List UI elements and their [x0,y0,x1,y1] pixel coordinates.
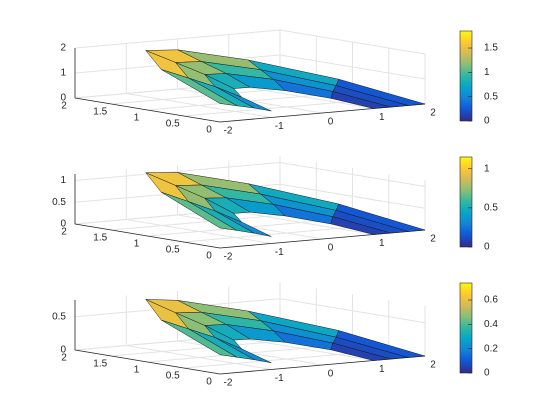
y-tick-label: 0.5 [166,245,180,256]
y-tick-label: 1 [134,365,140,376]
y-tick-label: 0.5 [166,371,180,382]
surface-face [161,191,238,231]
x-tick-label: 2 [430,234,436,245]
colorbar-tick-label: 0.6 [484,295,498,306]
y-tick-label: 1.5 [93,107,107,118]
colorbar-tick-label: 0 [484,242,490,253]
y-tick-label: 2 [61,353,67,364]
colorbar-tick-label: 0 [484,368,490,379]
z-tick-label: 1 [60,68,66,79]
x-tick-label: 1 [379,364,385,375]
z-tick-label: 2 [60,43,66,54]
x-tick-label: 0 [328,117,334,128]
colorbar-tick-label: 1.5 [484,43,498,54]
x-tick-label: 1 [379,238,385,249]
surface-face [161,319,238,358]
z-tick-label: 0 [60,219,66,230]
y-tick-label: 1 [134,113,140,124]
x-tick-label: -2 [224,378,233,389]
z-tick-label: 1 [60,175,66,186]
axis-line [74,223,426,249]
colorbar-tick-label: 0.4 [484,319,498,330]
surface-face [330,342,391,361]
colorbar-tick-label: 1 [484,163,490,174]
x-tick-label: -1 [275,373,284,384]
axis-line [74,97,426,123]
x-tick-label: 1 [379,112,385,123]
colorbar-tick-label: 0 [484,116,490,127]
grid-line [74,29,426,55]
colorbar-tick-label: 0.5 [484,91,498,102]
surface-face [330,216,391,235]
x-tick-label: 0 [328,243,334,254]
y-tick-label: 2 [61,227,67,238]
y-tick-label: 1 [134,239,140,250]
y-tick-label: 2 [61,101,67,112]
colorbar-tick-label: 1 [484,67,490,78]
x-tick-label: -1 [275,247,284,258]
y-tick-label: 0 [206,125,212,136]
grid-line [74,183,426,209]
x-tick-label: -2 [224,126,233,137]
colorbar-scale [459,156,473,248]
z-tick-label: 0.5 [52,197,66,208]
colorbar-scale [459,30,473,122]
colorbar-scale [459,282,473,374]
colorbar: 0 0.5 1 1.5 [459,30,498,127]
surface-face [161,69,238,107]
x-tick-label: -1 [275,121,284,132]
colorbar-tick-label: 0.2 [484,343,498,354]
grid-line [74,161,426,187]
surface-face [330,91,391,109]
z-tick-label: 0 [60,345,66,356]
y-tick-label: 0.5 [166,119,180,130]
y-tick-label: 1.5 [93,233,107,244]
axis-line [74,349,426,375]
grid-line [74,298,426,324]
x-tick-label: -2 [224,252,233,263]
grid-line [74,54,426,80]
x-tick-label: 2 [430,360,436,371]
colorbar: 0 0.2 0.4 0.6 [459,282,498,379]
colorbar-tick-label: 0.5 [484,203,498,214]
y-tick-label: 0 [206,251,212,262]
y-tick-label: 1.5 [93,359,107,370]
y-tick-label: 0 [206,377,212,388]
x-tick-label: 0 [328,369,334,380]
z-tick-label: 0 [60,93,66,104]
z-tick-label: 0.5 [52,311,66,322]
x-tick-label: 2 [430,108,436,119]
colorbar: 00.51 [459,156,498,253]
